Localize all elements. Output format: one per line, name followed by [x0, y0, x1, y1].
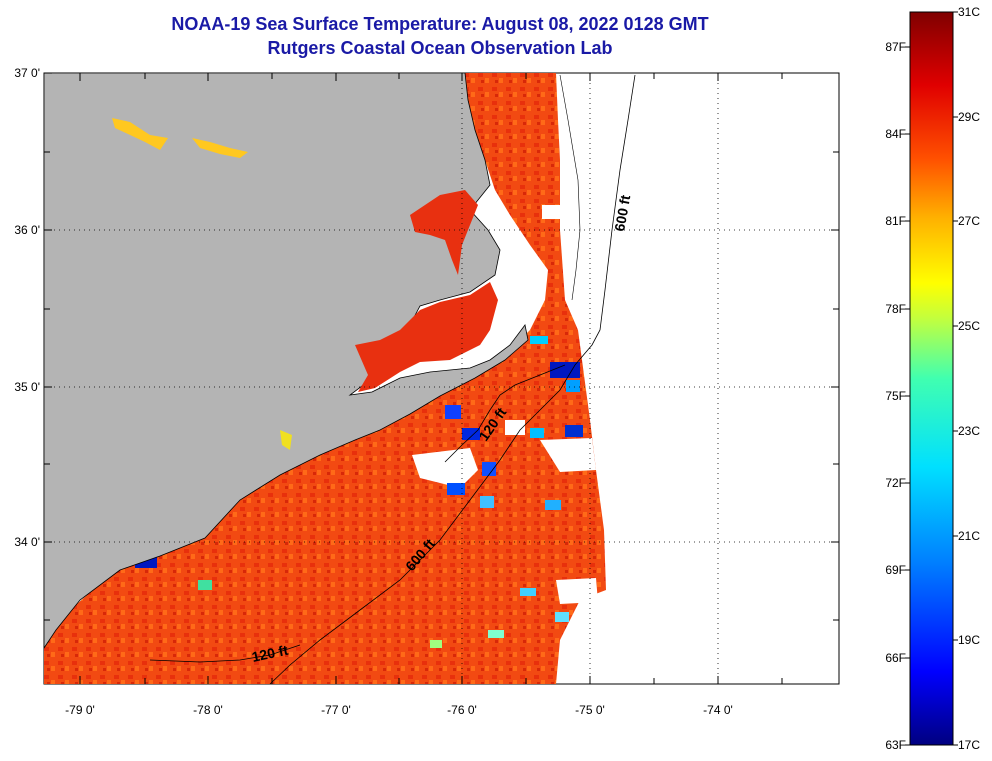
cool-patch — [480, 496, 494, 508]
cool-patch — [430, 640, 442, 648]
cool-patch — [482, 462, 496, 476]
cool-patch — [550, 362, 580, 378]
cloud-gap — [556, 578, 598, 604]
lon-label: -77 0' — [321, 703, 351, 717]
lat-label: 34 0' — [14, 535, 40, 549]
lat-label: 35 0' — [14, 380, 40, 394]
cloud-gap — [540, 438, 596, 472]
cool-patch — [198, 580, 212, 590]
cool-patch — [530, 428, 544, 438]
contour-120ft — [149, 644, 301, 663]
cloud-gap — [412, 448, 478, 488]
cool-patch — [445, 405, 461, 419]
inland-lake — [280, 430, 292, 450]
lon-label: -76 0' — [447, 703, 477, 717]
colorbar-f-label: 66F — [885, 651, 906, 665]
colorbar-ticks — [905, 11, 958, 746]
cloud-gap — [505, 420, 525, 435]
axis-ticks — [44, 72, 839, 684]
colorbar-f-label: 69F — [885, 563, 906, 577]
colorbar-f-label: 87F — [885, 40, 906, 54]
graticule — [44, 73, 839, 684]
map-subtitle: Rutgers Coastal Ocean Observation Lab — [267, 38, 613, 58]
colorbar-c-label: 19C — [958, 633, 981, 647]
cool-patch — [520, 588, 536, 596]
land-area — [43, 72, 529, 650]
cool-patch — [545, 500, 561, 510]
lat-label: 36 0' — [14, 223, 40, 237]
contour-outer-shelf — [559, 74, 581, 301]
cool-patch — [555, 612, 569, 622]
colorbar-c-label: 17C — [958, 738, 981, 752]
colorbar-f-label: 72F — [885, 476, 906, 490]
colorbar-c-label: 23C — [958, 424, 981, 438]
cool-patch — [565, 425, 583, 437]
lon-label: -79 0' — [65, 703, 95, 717]
map-title: NOAA-19 Sea Surface Temperature: August … — [171, 14, 709, 34]
contour-label-120-south: 120 ft — [250, 642, 289, 665]
contour-120ft — [444, 364, 566, 463]
cool-patch — [447, 483, 465, 495]
colorbar-f-label: 78F — [885, 302, 906, 316]
cool-patch — [530, 336, 548, 344]
colorbar — [909, 11, 954, 746]
contour-label-600-north: 600 ft — [611, 193, 633, 232]
lon-label: -78 0' — [193, 703, 223, 717]
contour-600ft — [269, 74, 636, 685]
lon-label: -75 0' — [575, 703, 605, 717]
cool-patch — [488, 630, 504, 638]
cloud-gap — [542, 205, 560, 219]
lat-label: 37 0' — [14, 66, 40, 80]
colorbar-c-label: 29C — [958, 110, 981, 124]
colorbar-c-label: 31C — [958, 5, 981, 19]
colorbar-c-label: 21C — [958, 529, 981, 543]
colorbar-c-label: 27C — [958, 214, 981, 228]
inland-lake — [112, 118, 168, 150]
inland-lake — [192, 138, 248, 158]
cool-patch — [566, 380, 580, 392]
colorbar-f-label: 81F — [885, 214, 906, 228]
ocean-sst-area — [44, 73, 606, 684]
colorbar-f-label: 84F — [885, 127, 906, 141]
sound-water — [355, 282, 498, 392]
colorbar-f-label: 63F — [885, 738, 906, 752]
sound-water — [410, 190, 478, 275]
lon-label: -74 0' — [703, 703, 733, 717]
colorbar-f-label: 75F — [885, 389, 906, 403]
cool-patch — [462, 428, 480, 440]
colorbar-c-label: 25C — [958, 319, 981, 333]
